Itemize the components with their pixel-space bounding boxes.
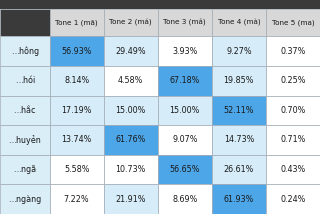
Bar <box>212 9 266 36</box>
Text: 0.43%: 0.43% <box>280 165 306 174</box>
Text: 0.25%: 0.25% <box>280 76 306 85</box>
Bar <box>50 36 104 66</box>
Bar <box>50 125 104 155</box>
Text: 10.73%: 10.73% <box>116 165 146 174</box>
Bar <box>158 155 212 184</box>
Text: 29.49%: 29.49% <box>116 47 146 56</box>
Text: 56.65%: 56.65% <box>170 165 200 174</box>
Bar <box>266 9 320 36</box>
Text: 4.58%: 4.58% <box>118 76 143 85</box>
Text: 0.70%: 0.70% <box>280 106 306 115</box>
Bar <box>104 96 158 125</box>
Text: …ngã: …ngã <box>13 165 36 174</box>
Bar <box>212 125 266 155</box>
Text: 56.93%: 56.93% <box>61 47 92 56</box>
Bar <box>212 184 266 214</box>
Text: Tone 5 (ma): Tone 5 (ma) <box>272 19 314 26</box>
Bar <box>50 9 104 36</box>
Text: Tone 4 (mà): Tone 4 (mà) <box>218 19 260 26</box>
Bar <box>0 96 50 125</box>
Bar <box>0 155 50 184</box>
Text: 17.19%: 17.19% <box>61 106 92 115</box>
Text: 52.11%: 52.11% <box>224 106 254 115</box>
Text: 15.00%: 15.00% <box>116 106 146 115</box>
Text: 8.69%: 8.69% <box>172 195 197 204</box>
Text: 61.76%: 61.76% <box>116 135 146 144</box>
Bar <box>104 36 158 66</box>
Bar <box>104 125 158 155</box>
Bar <box>266 66 320 96</box>
Bar <box>158 9 212 36</box>
Text: Tone 1 (mã): Tone 1 (mã) <box>55 19 98 26</box>
Bar <box>104 155 158 184</box>
Bar <box>0 36 50 66</box>
Text: 0.37%: 0.37% <box>280 47 306 56</box>
Bar <box>158 66 212 96</box>
Text: Tone 2 (má): Tone 2 (má) <box>109 19 152 26</box>
Text: …ngàng: …ngàng <box>8 195 41 204</box>
Text: 13.74%: 13.74% <box>61 135 92 144</box>
Text: 21.91%: 21.91% <box>116 195 146 204</box>
Text: 3.93%: 3.93% <box>172 47 197 56</box>
Text: 15.00%: 15.00% <box>170 106 200 115</box>
Bar <box>0 184 50 214</box>
Bar <box>0 9 50 36</box>
Bar <box>50 66 104 96</box>
Bar <box>50 184 104 214</box>
Bar <box>50 96 104 125</box>
Text: 67.18%: 67.18% <box>170 76 200 85</box>
Text: 9.27%: 9.27% <box>226 47 252 56</box>
Text: 61.93%: 61.93% <box>224 195 254 204</box>
Text: 26.61%: 26.61% <box>224 165 254 174</box>
Bar <box>104 184 158 214</box>
Text: …hói: …hói <box>15 76 35 85</box>
Bar <box>212 155 266 184</box>
Text: …huyẻn: …huyẻn <box>8 135 41 145</box>
Text: 19.85%: 19.85% <box>224 76 254 85</box>
Bar <box>266 184 320 214</box>
Bar <box>0 66 50 96</box>
Bar <box>104 66 158 96</box>
Bar <box>266 96 320 125</box>
Bar <box>212 96 266 125</box>
Bar <box>104 9 158 36</box>
Text: 8.14%: 8.14% <box>64 76 89 85</box>
Text: …hắc: …hắc <box>13 106 36 115</box>
Bar <box>266 36 320 66</box>
Text: 0.71%: 0.71% <box>280 135 306 144</box>
Text: 7.22%: 7.22% <box>64 195 90 204</box>
Bar <box>266 155 320 184</box>
Text: 14.73%: 14.73% <box>224 135 254 144</box>
Text: 0.24%: 0.24% <box>280 195 306 204</box>
Text: …hông: …hông <box>11 46 39 56</box>
Bar <box>158 125 212 155</box>
Bar <box>212 66 266 96</box>
Bar <box>0 125 50 155</box>
Bar <box>50 155 104 184</box>
Bar <box>212 36 266 66</box>
Text: 5.58%: 5.58% <box>64 165 89 174</box>
Bar <box>158 96 212 125</box>
Text: 9.07%: 9.07% <box>172 135 197 144</box>
Bar <box>158 184 212 214</box>
Bar <box>158 36 212 66</box>
Text: Tone 3 (mả): Tone 3 (mả) <box>164 19 206 26</box>
Bar <box>266 125 320 155</box>
Bar <box>0 0 320 9</box>
